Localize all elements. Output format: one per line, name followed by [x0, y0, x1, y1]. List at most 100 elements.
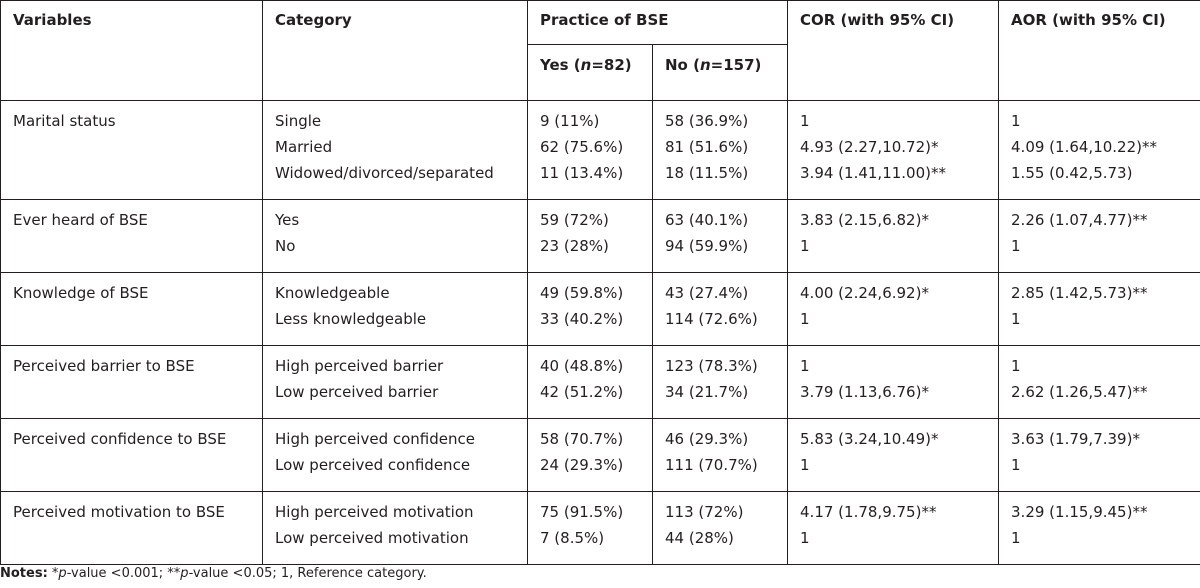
- cor-value: 1: [800, 357, 810, 375]
- cor-value: 1: [800, 112, 810, 130]
- cor-value: 1: [800, 310, 810, 328]
- aor-cell: 2.85 (1.42,5.73)** 1: [998, 272, 1200, 346]
- cor-cell: 3.83 (2.15,6.82)* 1: [787, 199, 1000, 273]
- no-cell: 43 (27.4%) 114 (72.6%): [651, 272, 789, 346]
- aor-cell: 3.29 (1.15,9.45)** 1: [998, 491, 1200, 565]
- category-value: High perceived barrier: [275, 357, 444, 375]
- category-cell: High perceived confidence Low perceived c…: [262, 418, 528, 492]
- cor-value: 3.79 (1.13,6.76)*: [800, 383, 929, 401]
- category-value: High perceived confidence: [275, 430, 475, 448]
- header-aor: AOR (with 95% CI): [998, 0, 1200, 101]
- category-value: Married: [275, 138, 333, 156]
- aor-value: 2.62 (1.26,5.47)**: [1011, 383, 1148, 401]
- aor-value: 1: [1011, 529, 1021, 547]
- header-no: No (n=157): [651, 44, 789, 101]
- yes-value: 7 (8.5%): [540, 529, 605, 547]
- category-value: Low perceived barrier: [275, 383, 439, 401]
- aor-value: 1: [1011, 310, 1021, 328]
- variable-name: Ever heard of BSE: [13, 211, 148, 229]
- aor-value: 3.63 (1.79,7.39)*: [1011, 430, 1140, 448]
- variable-cell: Marital status: [0, 100, 263, 200]
- table-row: Perceived motivation to BSE High perceive…: [0, 491, 1200, 565]
- variable-name: Perceived barrier to BSE: [13, 357, 195, 375]
- aor-value: 1: [1011, 456, 1021, 474]
- yes-value: 42 (51.2%): [540, 383, 624, 401]
- category-value: Single: [275, 112, 322, 130]
- aor-value: 2.26 (1.07,4.77)**: [1011, 211, 1148, 229]
- cor-cell: 1 3.79 (1.13,6.76)*: [787, 345, 1000, 419]
- variable-name: Marital status: [13, 112, 116, 130]
- no-value: 18 (11.5%): [665, 164, 749, 182]
- category-value: High perceived motivation: [275, 503, 474, 521]
- aor-value: 1: [1011, 112, 1021, 130]
- yes-cell: 49 (59.8%) 33 (40.2%): [527, 272, 653, 346]
- yes-value: 11 (13.4%): [540, 164, 624, 182]
- no-cell: 123 (78.3%) 34 (21.7%): [651, 345, 789, 419]
- category-cell: Knowledgeable Less knowledgeable: [262, 272, 528, 346]
- aor-value: 2.85 (1.42,5.73)**: [1011, 284, 1148, 302]
- yes-value: 58 (70.7%): [540, 430, 624, 448]
- cor-cell: 4.17 (1.78,9.75)** 1: [787, 491, 1000, 565]
- yes-cell: 40 (48.8%) 42 (51.2%): [527, 345, 653, 419]
- cor-value: 1: [800, 456, 810, 474]
- yes-value: 75 (91.5%): [540, 503, 624, 521]
- yes-cell: 75 (91.5%) 7 (8.5%): [527, 491, 653, 565]
- variable-cell: Perceived confidence to BSE: [0, 418, 263, 492]
- no-value: 113 (72%): [665, 503, 744, 521]
- no-value: 123 (78.3%): [665, 357, 758, 375]
- no-value: 43 (27.4%): [665, 284, 749, 302]
- table-row: Perceived barrier to BSE High perceived b…: [0, 345, 1200, 419]
- cor-value: 1: [800, 529, 810, 547]
- aor-value: 1: [1011, 357, 1021, 375]
- header-cor: COR (with 95% CI): [787, 0, 1000, 101]
- variable-cell: Knowledge of BSE: [0, 272, 263, 346]
- cor-cell: 4.00 (2.24,6.92)* 1: [787, 272, 1000, 346]
- yes-cell: 9 (11%) 62 (75.6%) 11 (13.4%): [527, 100, 653, 200]
- table-row: Ever heard of BSE Yes No 59 (72%) 23 (28%) 63…: [0, 199, 1200, 273]
- no-value: 46 (29.3%): [665, 430, 749, 448]
- yes-value: 49 (59.8%): [540, 284, 624, 302]
- aor-cell: 1 2.62 (1.26,5.47)**: [998, 345, 1200, 419]
- category-cell: Single Married Widowed/divorced/separated: [262, 100, 528, 200]
- yes-cell: 58 (70.7%) 24 (29.3%): [527, 418, 653, 492]
- category-value: Yes: [275, 211, 300, 229]
- no-value: 58 (36.9%): [665, 112, 749, 130]
- notes-label: Notes:: [0, 566, 48, 581]
- cor-value: 4.00 (2.24,6.92)*: [800, 284, 929, 302]
- table-notes: Notes: *p-value <0.001; **p-value <0.05;…: [0, 566, 427, 581]
- category-cell: High perceived motivation Low perceived m…: [262, 491, 528, 565]
- variable-name: Perceived motivation to BSE: [13, 503, 225, 521]
- no-cell: 63 (40.1%) 94 (59.9%): [651, 199, 789, 273]
- category-value: Low perceived confidence: [275, 456, 471, 474]
- variable-name: Perceived confidence to BSE: [13, 430, 227, 448]
- aor-cell: 2.26 (1.07,4.77)** 1: [998, 199, 1200, 273]
- variable-cell: Perceived barrier to BSE: [0, 345, 263, 419]
- no-cell: 46 (29.3%) 111 (70.7%): [651, 418, 789, 492]
- notes-text: *p-value <0.001; **p-value <0.05; 1, Ref…: [51, 566, 427, 581]
- cor-value: 5.83 (3.24,10.49)*: [800, 430, 939, 448]
- aor-value: 4.09 (1.64,10.22)**: [1011, 138, 1157, 156]
- no-value: 63 (40.1%): [665, 211, 749, 229]
- no-value: 81 (51.6%): [665, 138, 749, 156]
- no-value: 44 (28%): [665, 529, 734, 547]
- cor-cell: 1 4.93 (2.27,10.72)* 3.94 (1.41,11.00)**: [787, 100, 1000, 200]
- no-value: 111 (70.7%): [665, 456, 758, 474]
- aor-cell: 3.63 (1.79,7.39)* 1: [998, 418, 1200, 492]
- yes-value: 9 (11%): [540, 112, 600, 130]
- yes-cell: 59 (72%) 23 (28%): [527, 199, 653, 273]
- category-cell: Yes No: [262, 199, 528, 273]
- header-category: Category: [262, 0, 528, 101]
- table-row: Marital status Single Married Widowed/divor…: [0, 100, 1200, 200]
- yes-value: 23 (28%): [540, 237, 609, 255]
- category-value: Widowed/divorced/separated: [275, 164, 494, 182]
- variable-cell: Ever heard of BSE: [0, 199, 263, 273]
- category-value: Less knowledgeable: [275, 310, 427, 328]
- table-body: Marital status Single Married Widowed/divor…: [0, 100, 1200, 565]
- yes-value: 40 (48.8%): [540, 357, 624, 375]
- header-variables: Variables: [0, 0, 263, 101]
- table-row: Knowledge of BSE Knowledgeable Less knowle…: [0, 272, 1200, 346]
- cor-value: 3.83 (2.15,6.82)*: [800, 211, 929, 229]
- yes-value: 59 (72%): [540, 211, 609, 229]
- yes-value: 24 (29.3%): [540, 456, 624, 474]
- no-value: 114 (72.6%): [665, 310, 758, 328]
